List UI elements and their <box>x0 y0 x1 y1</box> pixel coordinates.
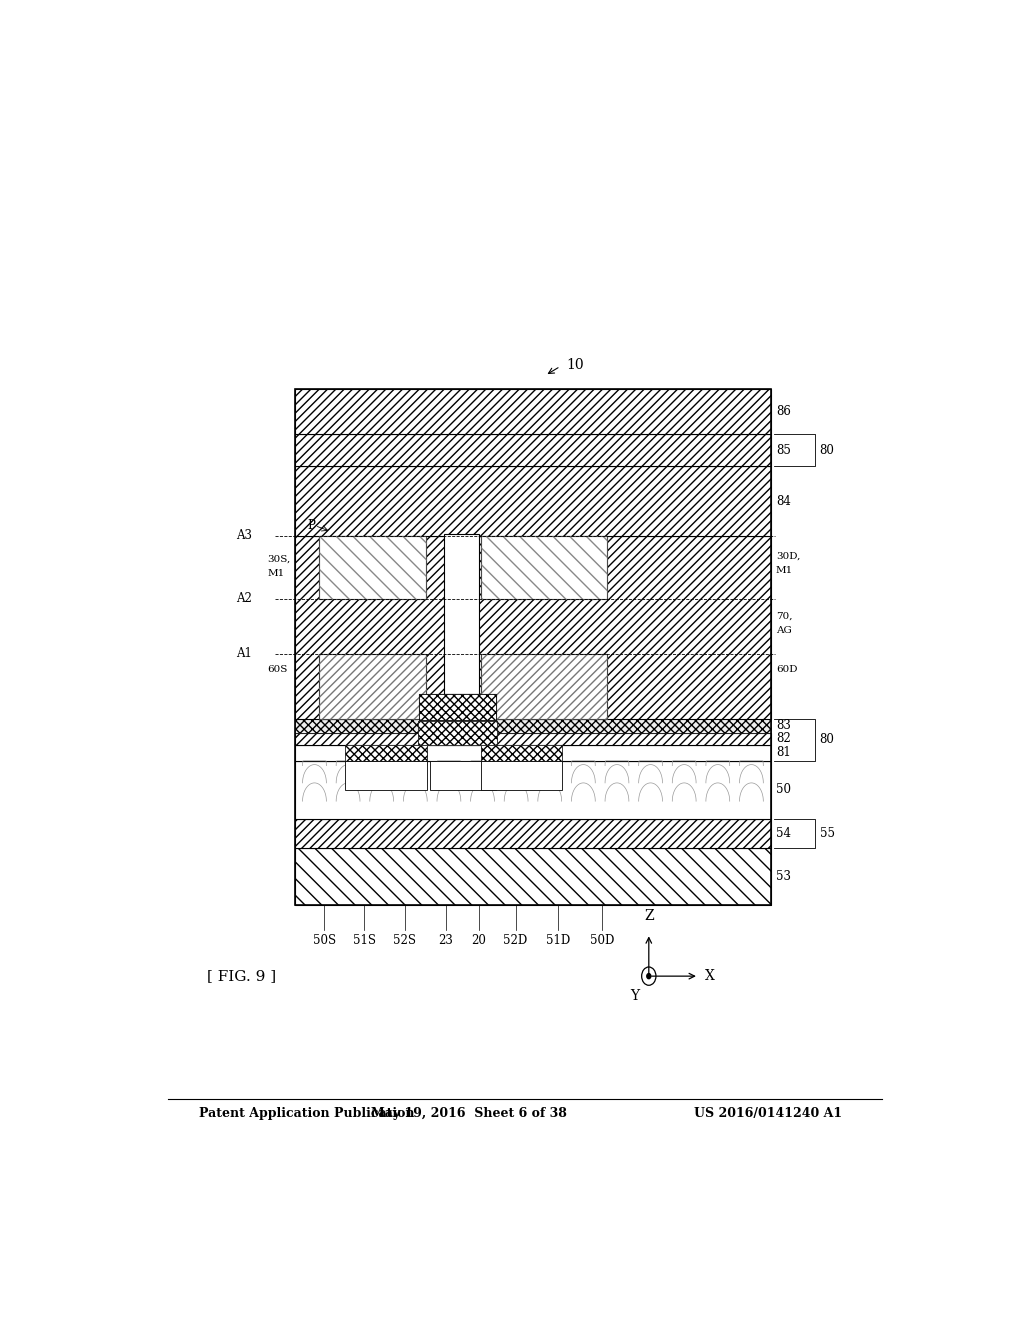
Text: 20: 20 <box>472 933 486 946</box>
Text: 86: 86 <box>776 405 791 418</box>
Text: AG: AG <box>776 626 792 635</box>
Text: 60D: 60D <box>776 665 798 675</box>
Bar <box>345 760 427 789</box>
Text: Z: Z <box>644 909 653 923</box>
Bar <box>345 744 427 760</box>
Circle shape <box>647 974 651 978</box>
Bar <box>318 653 426 719</box>
Text: [ FIG. 9 ]: [ FIG. 9 ] <box>207 970 276 983</box>
Text: 23: 23 <box>438 933 454 946</box>
Bar <box>418 721 497 744</box>
Text: 52S: 52S <box>393 933 416 946</box>
Text: M1: M1 <box>267 569 285 578</box>
Bar <box>480 536 607 599</box>
Bar <box>295 389 771 434</box>
Bar <box>295 536 771 719</box>
Text: 60S: 60S <box>267 665 288 675</box>
Bar <box>318 536 426 599</box>
Text: 30D,: 30D, <box>776 552 801 561</box>
Bar <box>295 434 771 466</box>
Text: 50S: 50S <box>312 933 336 946</box>
Text: 80: 80 <box>819 733 835 746</box>
Text: 83: 83 <box>776 719 791 733</box>
Text: 50D: 50D <box>590 933 614 946</box>
Bar <box>418 721 497 744</box>
Text: May 19, 2016  Sheet 6 of 38: May 19, 2016 Sheet 6 of 38 <box>372 1107 567 1121</box>
Text: 51D: 51D <box>546 933 570 946</box>
Text: 52D: 52D <box>504 933 527 946</box>
Bar <box>480 653 607 719</box>
Bar <box>444 535 479 693</box>
Text: US 2016/0141240 A1: US 2016/0141240 A1 <box>694 1107 842 1121</box>
Bar <box>295 733 771 744</box>
Bar <box>430 760 496 789</box>
Bar <box>295 760 771 818</box>
Text: 30S,: 30S, <box>267 554 291 564</box>
Text: 10: 10 <box>566 358 584 372</box>
Bar <box>480 744 562 760</box>
Text: 51S: 51S <box>353 933 376 946</box>
Bar <box>295 818 771 849</box>
Bar <box>480 536 607 599</box>
Bar <box>295 466 771 536</box>
Text: 84: 84 <box>776 495 791 508</box>
Text: 82: 82 <box>776 733 791 746</box>
Text: 55: 55 <box>819 828 835 841</box>
Bar <box>480 744 562 760</box>
Bar <box>419 693 496 721</box>
Text: A3: A3 <box>236 529 252 543</box>
Bar <box>295 744 771 760</box>
Text: 50: 50 <box>776 783 791 796</box>
Text: A1: A1 <box>237 647 252 660</box>
Text: M1: M1 <box>776 566 794 574</box>
Text: Y: Y <box>630 990 639 1003</box>
Bar <box>345 744 427 760</box>
Text: 81: 81 <box>776 746 791 759</box>
Text: P: P <box>307 519 315 532</box>
Bar <box>295 719 771 733</box>
Bar <box>480 653 607 719</box>
Text: A2: A2 <box>237 593 252 606</box>
Text: X: X <box>706 969 715 983</box>
Bar <box>419 693 496 721</box>
Text: 80: 80 <box>819 444 835 457</box>
Bar <box>318 653 426 719</box>
Text: 54: 54 <box>776 828 791 841</box>
Bar <box>318 536 426 599</box>
Text: 53: 53 <box>776 870 791 883</box>
Bar <box>480 760 562 789</box>
Text: 85: 85 <box>776 444 791 457</box>
Bar <box>295 849 771 906</box>
Text: 70,: 70, <box>776 611 793 620</box>
Text: Patent Application Publication: Patent Application Publication <box>200 1107 415 1121</box>
Bar <box>295 389 771 906</box>
